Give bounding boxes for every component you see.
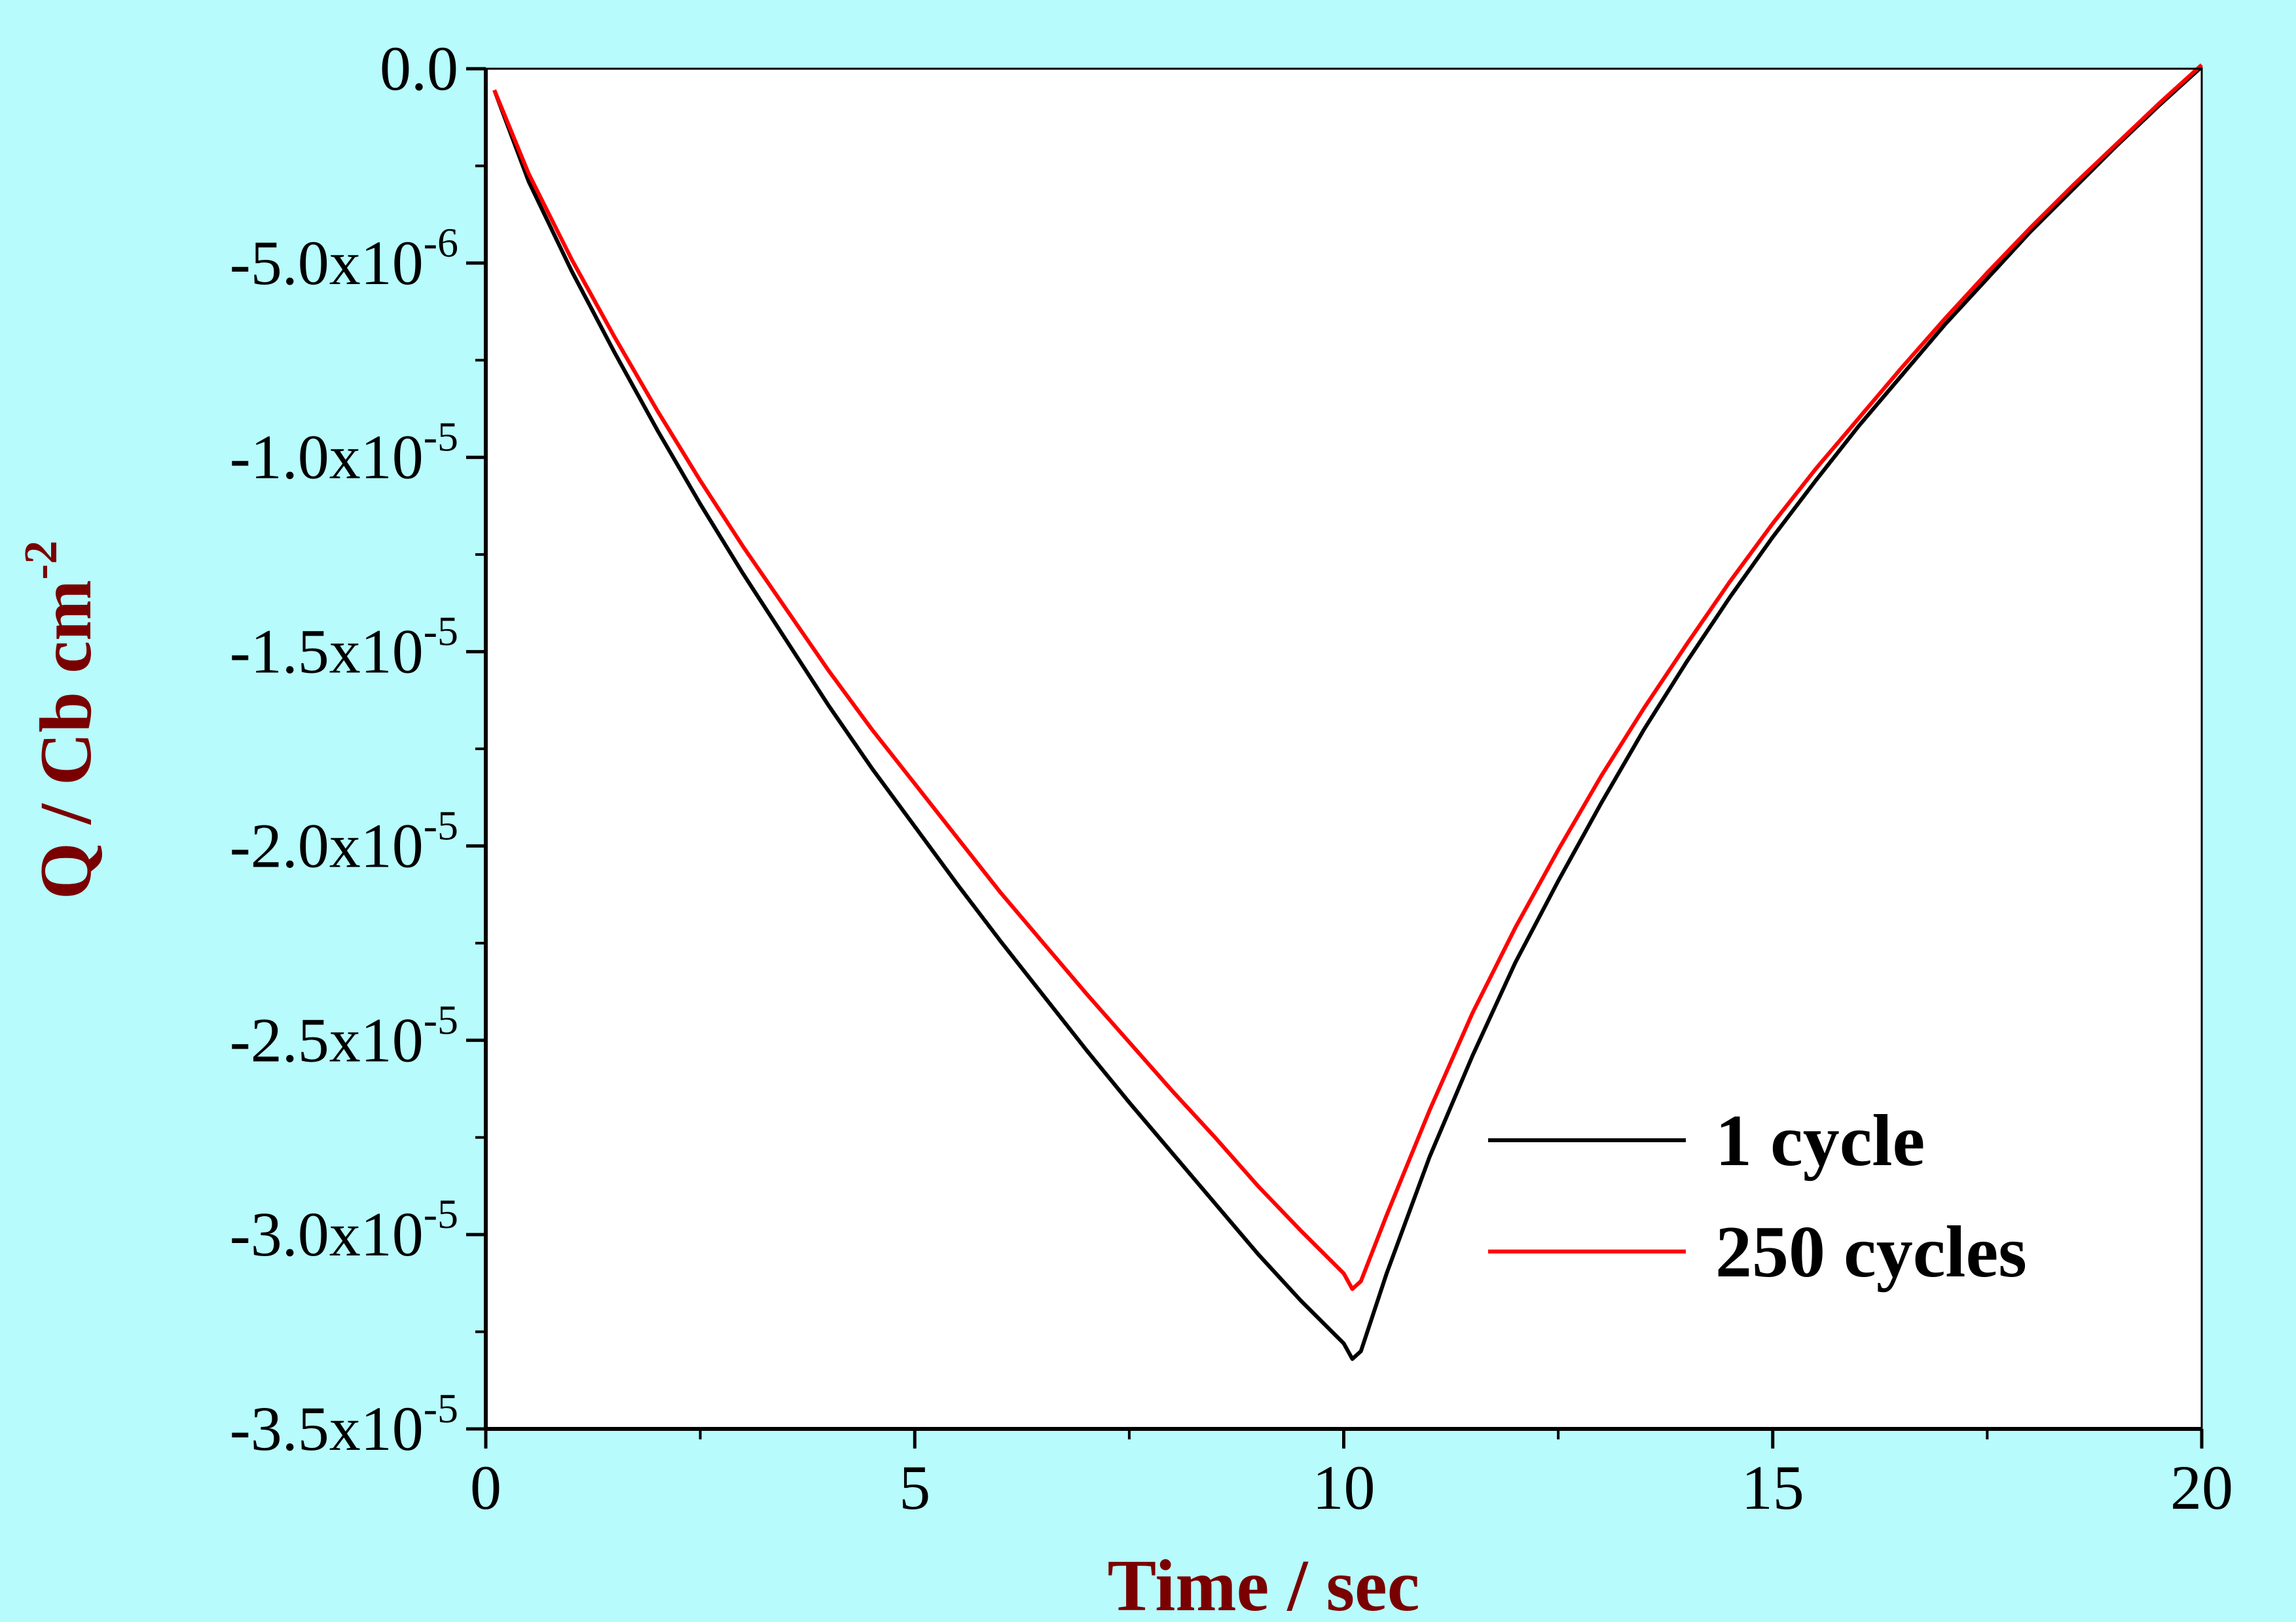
ticks-layer: 0 5 10 15 20 0.0 -5.0x10-6 -1.0x10-5 -1.5x10-5 -2… [230, 33, 2233, 1523]
x-tick-label: 5 [899, 1452, 930, 1523]
x-tick-label: 15 [1741, 1452, 1804, 1523]
y-axis-title-superscript: -2 [14, 541, 67, 580]
y-axis-title-text: Q / Cb cm [26, 580, 107, 899]
x-tick-label: 10 [1313, 1452, 1376, 1523]
y-tick-label: -1.5x10-5 [230, 608, 458, 687]
legend-label-1-cycle: 1 cycle [1715, 1100, 1925, 1181]
y-tick-label: -3.0x10-5 [230, 1191, 458, 1269]
y-tick-label: -2.5x10-5 [230, 996, 458, 1075]
y-tick-label: -2.0x10-5 [230, 802, 458, 880]
series-layer [492, 63, 2204, 1361]
legend-label-250-cycles: 250 cycles [1715, 1212, 2027, 1293]
y-tick-label: -5.0x10-6 [230, 219, 458, 298]
legend: 1 cycle 250 cycles [1488, 1100, 2027, 1293]
plot-area [486, 69, 2202, 1429]
x-axis-title: Time / sec [1108, 1545, 1420, 1622]
x-tick-label: 20 [2170, 1452, 2233, 1523]
y-axis-title: Q / Cb cm-2 [14, 541, 107, 899]
series-line-250-cycles [492, 63, 2204, 1291]
series-line-1-cycle [492, 65, 2204, 1361]
y-tick-label: -3.5x10-5 [230, 1385, 458, 1464]
y-tick-label: -1.0x10-5 [230, 414, 458, 492]
x-tick-label: 0 [470, 1452, 501, 1523]
y-tick-label: 0.0 [380, 33, 458, 103]
